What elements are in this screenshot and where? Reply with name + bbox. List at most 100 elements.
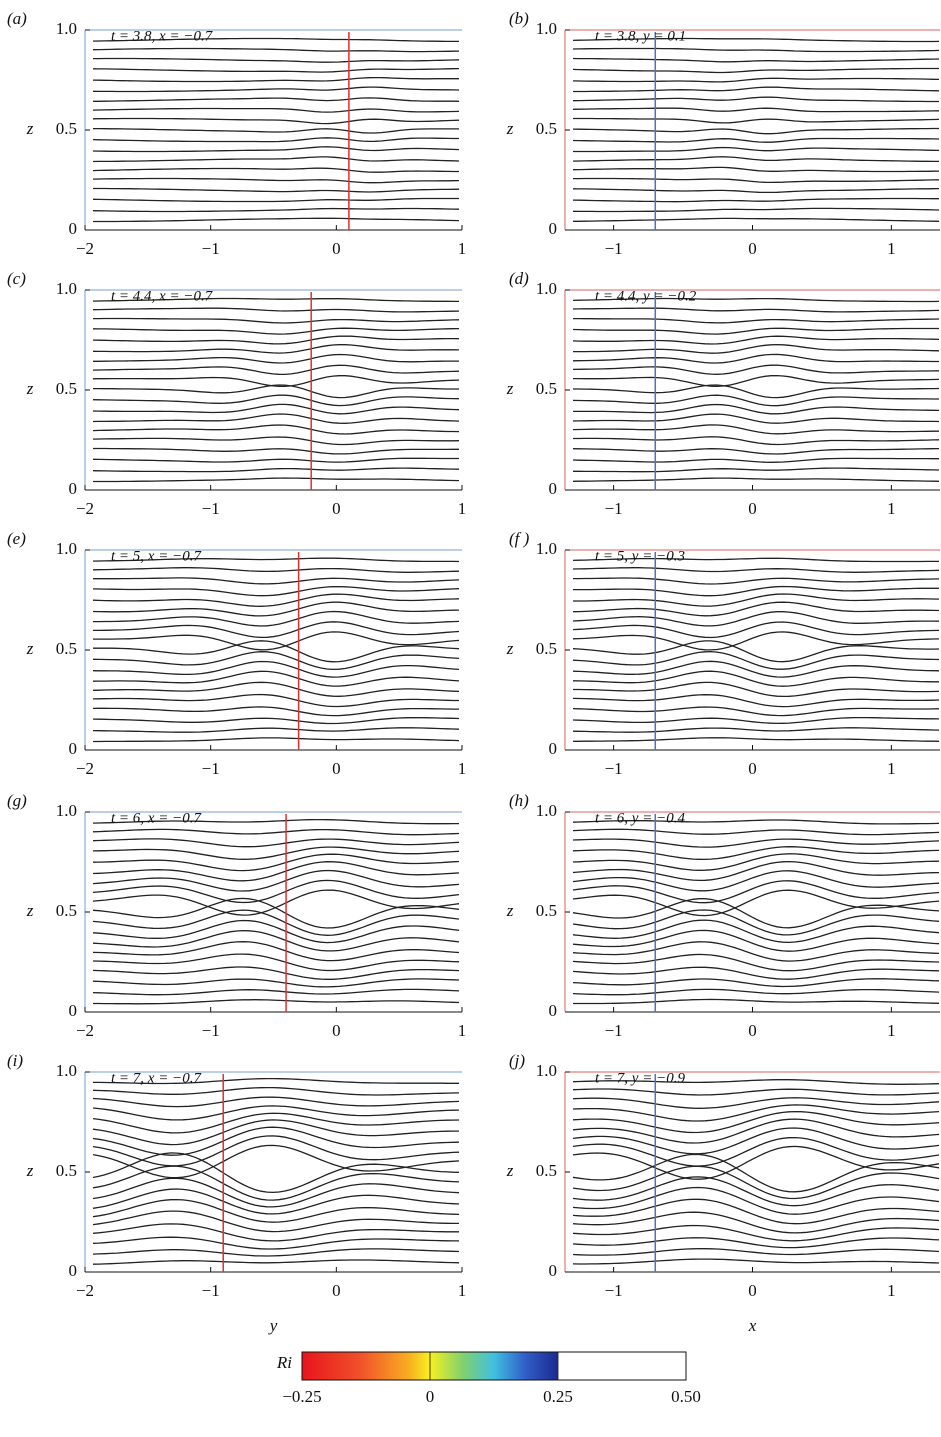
x-tick-label: −1 bbox=[605, 759, 623, 778]
streamline bbox=[93, 587, 459, 596]
y-tick-label: 0.5 bbox=[56, 119, 77, 138]
y-tick-label: 1.0 bbox=[56, 279, 77, 298]
streamline bbox=[573, 612, 939, 626]
streamline bbox=[93, 662, 459, 678]
streamline bbox=[573, 890, 939, 915]
streamline bbox=[573, 308, 939, 312]
x-tick-label: 1 bbox=[887, 759, 896, 778]
y-tick-label: 1.0 bbox=[536, 19, 557, 38]
annotation: t = 3.8, y = 0.1 bbox=[595, 28, 686, 44]
streamline bbox=[93, 189, 459, 193]
streamline bbox=[573, 738, 939, 742]
streamline bbox=[573, 108, 939, 112]
streamline bbox=[93, 898, 459, 928]
streamline bbox=[93, 179, 459, 183]
annotation: t = 5, y = −0.3 bbox=[595, 548, 685, 564]
x-tick-label: −1 bbox=[202, 759, 220, 778]
y-tick-label: 0.5 bbox=[56, 639, 77, 658]
x-tick-label: −1 bbox=[605, 239, 623, 258]
x-tick-label: 1 bbox=[458, 759, 467, 778]
streamline bbox=[93, 568, 459, 573]
streamline bbox=[93, 69, 459, 73]
streamline bbox=[93, 59, 459, 63]
x-tick-label: −1 bbox=[202, 239, 220, 258]
streamline bbox=[573, 208, 939, 211]
y-tick-label: 0 bbox=[69, 219, 78, 238]
x-tick-label: 1 bbox=[458, 499, 467, 518]
x-tick-label: −1 bbox=[202, 1281, 220, 1300]
colorbar-tick-label: 0.25 bbox=[543, 1387, 573, 1406]
streamline bbox=[573, 1249, 939, 1256]
streamline bbox=[573, 602, 939, 616]
x-tick-label: −1 bbox=[605, 1281, 623, 1300]
panel-label: (e) bbox=[7, 529, 26, 548]
streamline bbox=[93, 847, 459, 859]
y-axis-label: z bbox=[506, 119, 514, 138]
streamline bbox=[573, 910, 939, 935]
streamline bbox=[93, 138, 459, 142]
y-tick-label: 0 bbox=[549, 1001, 558, 1020]
streamline bbox=[93, 336, 459, 344]
streamline bbox=[93, 718, 459, 724]
annotation: t = 3.8, x = −0.7 bbox=[111, 28, 214, 44]
streamline bbox=[93, 404, 459, 413]
colorbar-label: Ri bbox=[276, 1353, 292, 1372]
streamline bbox=[93, 78, 459, 82]
streamline bbox=[93, 707, 459, 716]
streamline bbox=[573, 839, 939, 847]
streamline bbox=[573, 179, 939, 183]
y-tick-label: 1.0 bbox=[536, 801, 557, 820]
streamline bbox=[93, 218, 459, 221]
streamline bbox=[93, 345, 459, 353]
streamline bbox=[573, 129, 939, 134]
streamline bbox=[573, 405, 939, 414]
y-tick-label: 0.5 bbox=[56, 379, 77, 398]
annotation: t = 6, x = −0.7 bbox=[111, 810, 202, 826]
streamline bbox=[93, 414, 459, 423]
streamline bbox=[573, 139, 939, 143]
y-axis-label: z bbox=[506, 379, 514, 398]
streamline bbox=[93, 468, 459, 472]
streamline bbox=[93, 1260, 459, 1264]
y-tick-label: 0 bbox=[549, 1261, 558, 1280]
streamline bbox=[93, 478, 459, 482]
x-tick-label: 1 bbox=[458, 1281, 467, 1300]
x-tick-label: 1 bbox=[887, 239, 896, 258]
streamline bbox=[573, 425, 939, 434]
streamline bbox=[573, 119, 939, 123]
streamline bbox=[93, 109, 459, 113]
streamline bbox=[93, 839, 459, 847]
annotation: t = 6, y = −0.4 bbox=[595, 810, 685, 826]
y-tick-label: 0 bbox=[69, 739, 78, 758]
x-tick-label: 1 bbox=[887, 1021, 896, 1040]
panel-label: (g) bbox=[7, 791, 27, 810]
x-tick-label: 0 bbox=[332, 499, 341, 518]
panel-label: (f ) bbox=[509, 529, 530, 548]
streamline bbox=[93, 612, 459, 627]
x-tick-label: 0 bbox=[748, 759, 757, 778]
colorbar-tick-label: 0 bbox=[426, 1387, 435, 1406]
y-axis-label: z bbox=[506, 639, 514, 658]
x-tick-label: 1 bbox=[458, 1021, 467, 1040]
y-tick-label: 0.5 bbox=[536, 639, 557, 658]
streamline bbox=[573, 568, 939, 573]
streamline bbox=[573, 468, 939, 472]
streamline bbox=[93, 147, 459, 152]
x-tick-label: 0 bbox=[332, 1021, 341, 1040]
streamline bbox=[93, 157, 459, 162]
y-axis-label: z bbox=[506, 901, 514, 920]
streamline bbox=[573, 97, 939, 101]
streamline bbox=[93, 1237, 459, 1249]
streamline bbox=[573, 661, 939, 677]
streamline bbox=[93, 1200, 459, 1223]
x-tick-label: −2 bbox=[76, 1021, 94, 1040]
y-tick-label: 1.0 bbox=[536, 279, 557, 298]
streamline bbox=[93, 695, 459, 707]
streamline bbox=[93, 449, 459, 454]
streamline bbox=[573, 395, 939, 406]
streamline bbox=[573, 587, 939, 596]
y-tick-label: 0 bbox=[549, 739, 558, 758]
streamline bbox=[573, 319, 939, 323]
x-axis-label: y bbox=[268, 1316, 278, 1335]
x-tick-label: −1 bbox=[202, 499, 220, 518]
